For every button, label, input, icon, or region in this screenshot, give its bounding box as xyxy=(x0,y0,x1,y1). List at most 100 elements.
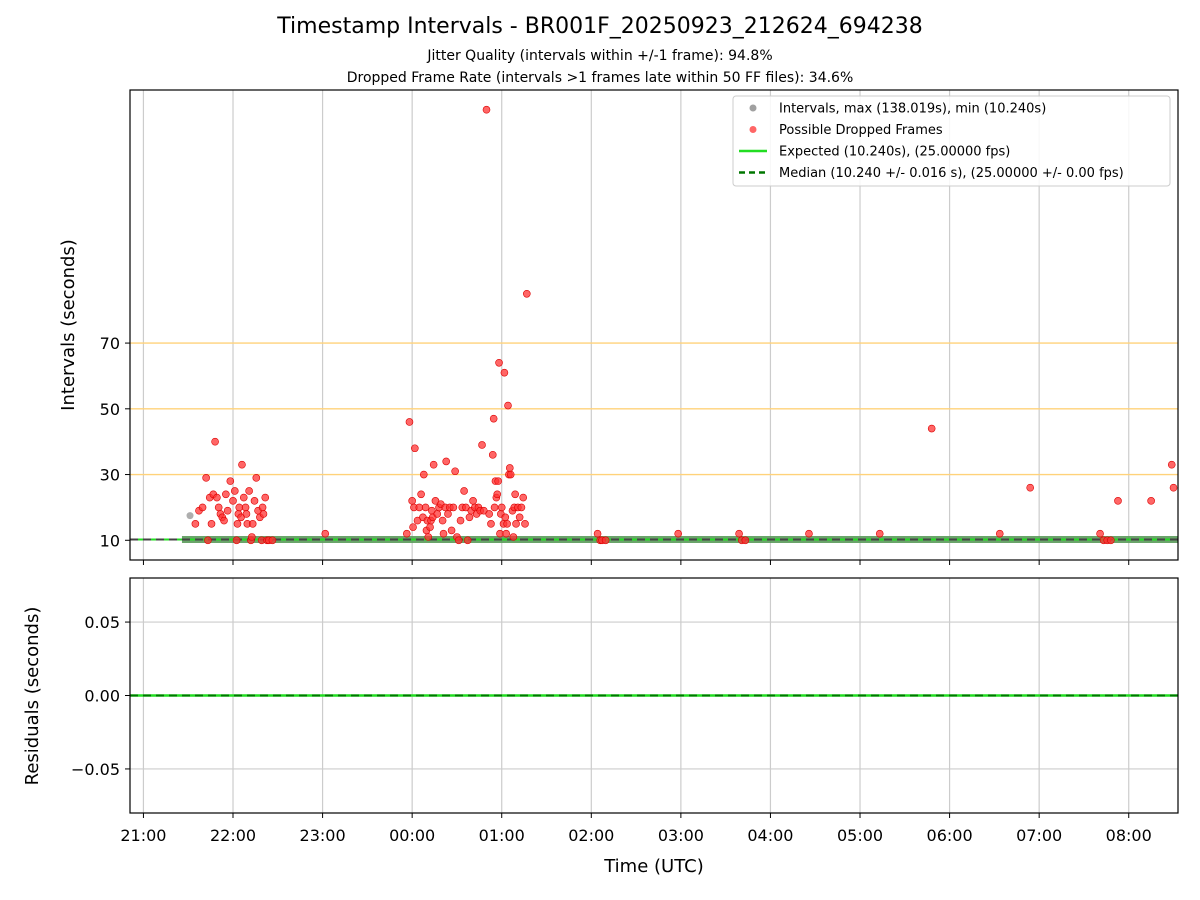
legend: Intervals, max (138.019s), min (10.240s)… xyxy=(732,95,1171,187)
dropped-frame-point xyxy=(488,451,497,459)
top-y-tick-label: 30 xyxy=(100,466,120,485)
dropped-frame-point xyxy=(469,497,477,505)
dropped-frame-point xyxy=(211,437,219,446)
dropped-frame-point xyxy=(1096,529,1104,538)
dropped-frame-point xyxy=(601,536,610,545)
dropped-frame-point xyxy=(198,503,207,512)
bottom-y-tick-label: 0.00 xyxy=(84,687,120,706)
dropped-frame-point xyxy=(214,503,223,512)
dropped-frame-point xyxy=(927,424,936,433)
dropped-frame-point xyxy=(442,457,450,466)
dropped-frame-point xyxy=(202,474,210,482)
dropped-frame-point xyxy=(415,503,424,512)
dropped-frame-point xyxy=(485,510,493,518)
dropped-frame-point xyxy=(478,441,486,449)
legend-label: Expected (10.240s), (25.00000 fps) xyxy=(779,145,1010,160)
dropped-frame-point xyxy=(1169,483,1178,492)
dropped-frame-point xyxy=(495,358,503,367)
x-tick-label: 04:00 xyxy=(747,826,793,845)
chart-title: Timestamp Intervals - BR001F_20250923_21… xyxy=(277,14,923,39)
dropped-frame-subtitle: Dropped Frame Rate (intervals >1 frames … xyxy=(346,70,854,86)
dropped-frame-point xyxy=(741,536,750,545)
x-tick-label: 00:00 xyxy=(389,826,435,845)
dropped-frame-point xyxy=(191,520,200,528)
dropped-frame-point xyxy=(233,520,242,528)
dropped-frame-point xyxy=(424,533,433,541)
x-tick-label: 02:00 xyxy=(568,826,614,845)
x-tick-label: 05:00 xyxy=(837,826,883,845)
dropped-frame-point xyxy=(511,490,519,499)
dropped-frame-point xyxy=(417,490,425,499)
dropped-frame-point xyxy=(451,467,459,476)
dropped-frame-point xyxy=(223,506,232,515)
top-panel-axes: 10 30 50 70 xyxy=(100,334,1130,565)
dropped-frame-point xyxy=(735,529,743,538)
dropped-frame-point xyxy=(444,510,452,518)
dropped-frame-point xyxy=(241,503,250,512)
dropped-frame-point xyxy=(509,533,518,541)
x-tick-label: 03:00 xyxy=(658,826,704,845)
dropped-frame-point xyxy=(496,529,504,538)
dropped-frame-point xyxy=(517,503,526,512)
dropped-frame-point xyxy=(465,513,474,522)
dropped-frame-point xyxy=(487,520,495,528)
dropped-frame-point xyxy=(405,418,414,426)
dropped-frame-point xyxy=(213,493,221,502)
dropped-frame-point xyxy=(460,487,468,495)
dropped-frame-point xyxy=(222,490,230,499)
bottom-panel-axes: 21:00 22:00 23:00 00:00 01:00 02:00 03:00 04:00… xyxy=(71,613,1152,845)
dropped-frame-point xyxy=(521,520,529,528)
dropped-frame-point xyxy=(426,523,434,531)
dropped-frame-point xyxy=(238,460,246,469)
dropped-frame-point xyxy=(490,503,499,512)
legend-label: Intervals, max (138.019s), min (10.240s) xyxy=(779,102,1046,117)
dropped-frame-point xyxy=(449,503,458,512)
dropped-frame-point xyxy=(504,401,512,410)
top-y-tick-label: 50 xyxy=(100,400,120,419)
top-y-axis-label: Intervals (seconds) xyxy=(58,239,79,411)
interval-point xyxy=(186,512,194,520)
x-tick-label: 06:00 xyxy=(927,826,973,845)
dropped-frame-point xyxy=(220,516,228,525)
jitter-quality-subtitle: Jitter Quality (intervals within +/-1 fr… xyxy=(427,48,773,64)
dropped-frame-point xyxy=(489,414,498,423)
dropped-frame-point xyxy=(321,529,330,538)
dropped-frame-point xyxy=(515,513,524,522)
dropped-frame-point xyxy=(409,523,417,531)
x-tick-label: 22:00 xyxy=(210,826,256,845)
dropped-frame-point xyxy=(235,503,244,512)
top-panel-series xyxy=(130,105,1178,545)
dropped-frame-point xyxy=(248,533,256,541)
dropped-frame-point xyxy=(995,529,1004,538)
x-tick-label: 01:00 xyxy=(479,826,525,845)
dropped-frame-point xyxy=(419,470,428,479)
dropped-frame-point xyxy=(242,510,251,518)
dropped-frame-point xyxy=(447,526,456,535)
dropped-frame-point xyxy=(505,464,514,472)
dropped-frame-point xyxy=(805,529,813,538)
dropped-frame-point xyxy=(248,520,257,528)
legend-interval-marker xyxy=(749,104,757,112)
dropped-frame-point xyxy=(258,503,267,512)
dropped-frame-point xyxy=(229,497,237,505)
top-y-tick-label: 10 xyxy=(100,531,120,550)
dropped-frame-point xyxy=(454,536,463,545)
dropped-frame-point xyxy=(226,477,235,485)
dropped-frame-point xyxy=(433,510,442,518)
dropped-frame-point xyxy=(506,470,515,479)
dropped-frame-point xyxy=(408,497,416,505)
dropped-frame-point xyxy=(593,529,602,538)
dropped-frame-point xyxy=(482,105,491,114)
dropped-frame-point xyxy=(503,520,511,528)
bottom-y-axis-label: Residuals (seconds) xyxy=(22,607,43,786)
legend-box xyxy=(732,95,1171,187)
dropped-frame-point xyxy=(502,529,511,538)
bottom-y-tick-label: −0.05 xyxy=(71,760,120,779)
dropped-frame-point xyxy=(875,529,884,538)
legend-dropped-marker xyxy=(749,126,757,133)
dropped-frame-point xyxy=(1026,483,1035,492)
dropped-frame-point xyxy=(439,529,448,538)
dropped-frame-point xyxy=(429,460,438,469)
x-tick-label: 08:00 xyxy=(1106,826,1152,845)
